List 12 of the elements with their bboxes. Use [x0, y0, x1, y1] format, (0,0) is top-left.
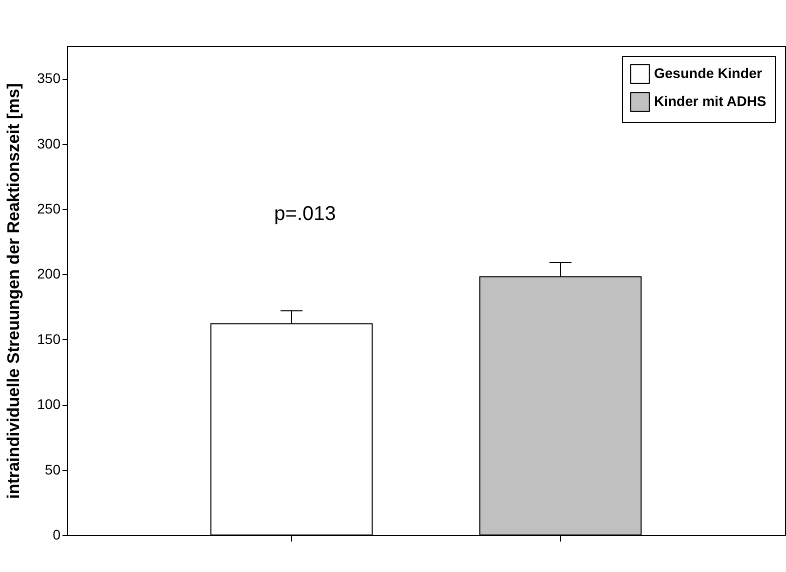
- y-axis-title: intraindividuelle Streuungen der Reaktionszeit [ms]: [4, 83, 24, 499]
- annotation: p=.013: [274, 203, 336, 225]
- y-tick-label: 200: [37, 266, 61, 282]
- y-tick-label: 0: [52, 526, 61, 542]
- y-tick-label: 50: [44, 461, 61, 478]
- y-tick-label: 300: [37, 135, 61, 152]
- y-tick-label: 150: [37, 330, 61, 347]
- y-tick-label: 350: [37, 70, 61, 86]
- y-tick-label: 250: [37, 200, 61, 216]
- y-tick-label: 100: [37, 396, 61, 412]
- legend-label: Gesunde Kinder: [654, 65, 763, 81]
- legend-label: Kinder mit ADHS: [654, 93, 766, 109]
